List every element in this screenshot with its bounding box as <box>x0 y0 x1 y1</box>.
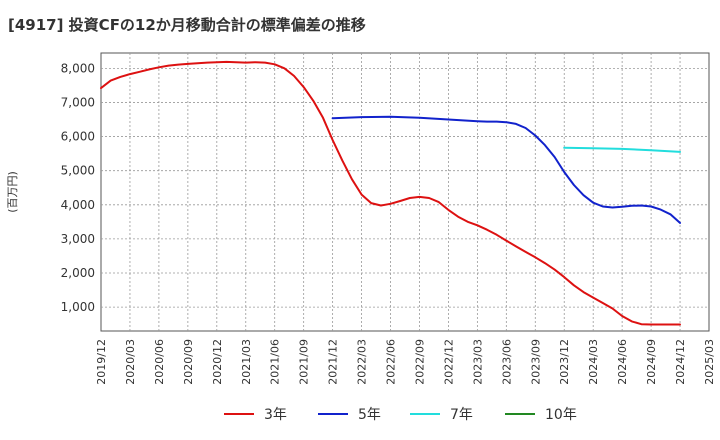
y-tick-label: 4,000 <box>61 198 95 212</box>
x-tick-label: 2025/03 <box>703 339 716 385</box>
x-tick-label: 2019/12 <box>95 339 108 385</box>
legend-label-7年: 7年 <box>450 407 473 423</box>
x-tick-label: 2024/12 <box>674 339 687 385</box>
x-tick-label: 2023/06 <box>500 339 513 385</box>
x-tick-label: 2024/09 <box>645 339 658 385</box>
y-tick-label: 2,000 <box>61 266 95 280</box>
x-tick-label: 2021/09 <box>298 339 311 385</box>
x-tick-label: 2020/06 <box>153 339 166 385</box>
x-tick-label: 2023/12 <box>558 339 571 385</box>
y-tick-label: 6,000 <box>61 130 95 144</box>
axis-layer: 2019/12 2020/03 2020/06 2020/09 2020/12 2021/… <box>6 61 716 384</box>
legend-label-5年: 5年 <box>358 407 381 423</box>
y-axis-label: (百万円) <box>6 171 19 213</box>
y-tick-label: 5,000 <box>61 164 95 178</box>
y-tick-label: 8,000 <box>61 61 95 75</box>
legend-label-10年: 10年 <box>545 407 577 423</box>
y-tick-label: 7,000 <box>61 95 95 109</box>
x-tick-label: 2021/06 <box>269 339 282 385</box>
x-tick-label: 2020/09 <box>182 339 195 385</box>
x-tick-label: 2020/12 <box>211 339 224 385</box>
legend: 3年 5年 7年 10年 <box>224 407 577 423</box>
legend-label-3年: 3年 <box>264 407 287 423</box>
chart-title: [4917] 投資CFの12か月移動合計の標準偏差の推移 <box>8 16 366 34</box>
plot-frame <box>100 52 710 332</box>
x-tick-label: 2021/12 <box>327 339 340 385</box>
x-tick-label: 2024/03 <box>587 339 600 385</box>
y-tick-label: 3,000 <box>61 232 95 246</box>
x-tick-label: 2021/03 <box>240 339 253 385</box>
x-tick-label: 2022/09 <box>413 339 426 385</box>
y-tick-label: 1,000 <box>61 300 95 314</box>
x-tick-label: 2024/06 <box>616 339 629 385</box>
x-tick-label: 2022/06 <box>385 339 398 385</box>
x-tick-label: 2020/03 <box>124 339 137 385</box>
series-layer <box>100 60 681 326</box>
x-tick-label: 2022/03 <box>356 339 369 385</box>
grid-layer <box>100 52 710 332</box>
x-tick-label: 2023/03 <box>471 339 484 385</box>
series-line-5年 <box>331 115 681 224</box>
x-tick-label: 2022/12 <box>442 339 455 385</box>
x-tick-label: 2023/09 <box>529 339 542 385</box>
series-line-3年 <box>100 60 681 326</box>
series-line-7年 <box>563 146 681 153</box>
